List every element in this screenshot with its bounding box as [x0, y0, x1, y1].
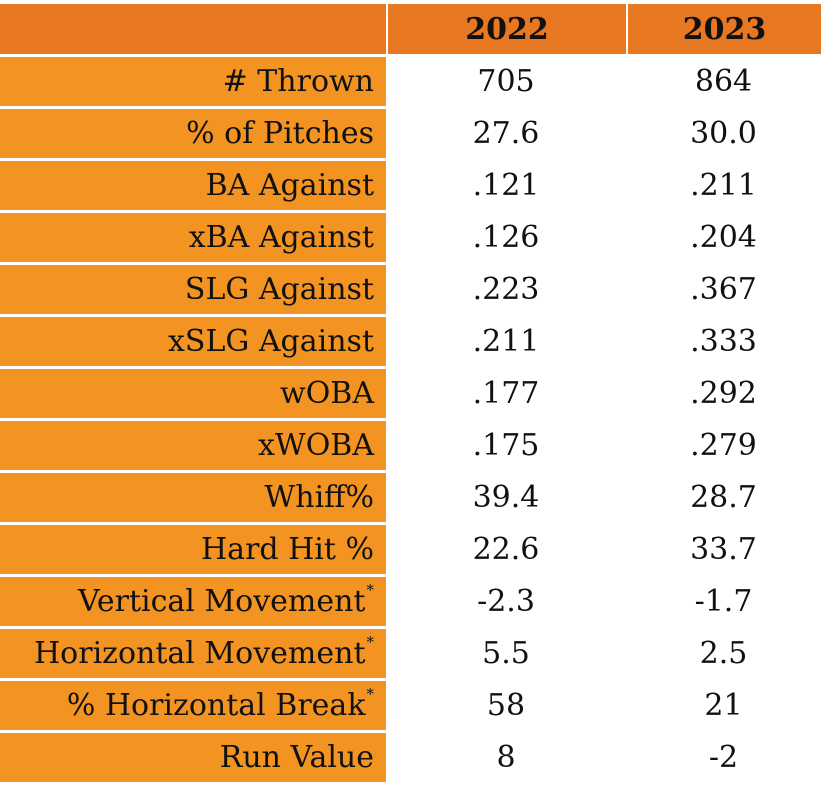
row-label: # Thrown [0, 57, 386, 106]
row-label: % Horizontal Break * [0, 681, 386, 730]
value-2022: 39.4 [386, 473, 626, 522]
value-2022: .177 [386, 369, 626, 418]
value-2023: 21 [626, 681, 821, 730]
table-row: xSLG Against .211.333 [0, 317, 821, 366]
table-row: Vertical Movement * -2.3 -1.7 [0, 577, 821, 626]
row-label-text: SLG Against [184, 272, 374, 307]
value-2023: -2 [626, 733, 821, 782]
value-2022: .223 [386, 265, 626, 314]
table-row: % Horizontal Break * 58 21 [0, 681, 821, 730]
row-label-text: xBA Against [188, 220, 374, 255]
value-2022: .211 [386, 317, 626, 366]
row-label: % of Pitches [0, 109, 386, 158]
value-2023: .292 [626, 369, 821, 418]
value-2022: 8 [386, 733, 626, 782]
value-2022: 5.5 [386, 629, 626, 678]
table-row: xWOBA .175.279 [0, 421, 821, 470]
table-row: Whiff% 39.4 28.7 [0, 473, 821, 522]
value-2023: 30.0 [626, 109, 821, 158]
row-label: SLG Against [0, 265, 386, 314]
row-label: xBA Against [0, 213, 386, 262]
row-label-text: # Thrown [222, 64, 374, 99]
row-label-text: Whiff% [264, 480, 374, 515]
row-label-text: xWOBA [257, 428, 374, 463]
table-row: wOBA .177.292 [0, 369, 821, 418]
value-2023: .367 [626, 265, 821, 314]
footnote-asterisk: * [366, 684, 375, 703]
value-2022: 27.6 [386, 109, 626, 158]
value-2023: .204 [626, 213, 821, 262]
table-row: % of Pitches 27.6 30.0 [0, 109, 821, 158]
header-2022: 2022 [386, 4, 626, 54]
value-2022: 58 [386, 681, 626, 730]
row-label: Horizontal Movement * [0, 629, 386, 678]
row-label: Vertical Movement * [0, 577, 386, 626]
row-label-text: wOBA [280, 376, 374, 411]
row-label: BA Against [0, 161, 386, 210]
table-row: # Thrown 705 864 [0, 57, 821, 106]
row-label: Whiff% [0, 473, 386, 522]
row-label-text: xSLG Against [167, 324, 374, 359]
row-label: wOBA [0, 369, 386, 418]
value-2023: 28.7 [626, 473, 821, 522]
header-corner-cell [0, 4, 386, 54]
value-2022: 22.6 [386, 525, 626, 574]
value-2022: -2.3 [386, 577, 626, 626]
row-label-text: Hard Hit % [201, 532, 374, 567]
value-2022: .121 [386, 161, 626, 210]
row-label-text: % Horizontal Break [66, 688, 366, 723]
row-label: Hard Hit % [0, 525, 386, 574]
row-label: xWOBA [0, 421, 386, 470]
header-2023: 2023 [626, 4, 821, 54]
row-label: Run Value [0, 733, 386, 782]
row-label-text: Vertical Movement [77, 584, 366, 619]
table-row: Horizontal Movement * 5.5 2.5 [0, 629, 821, 678]
value-2023: .279 [626, 421, 821, 470]
value-2022: 705 [386, 57, 626, 106]
table-row: Run Value 8 -2 [0, 733, 821, 782]
table-row: xBA Against .126.204 [0, 213, 821, 262]
value-2023: .211 [626, 161, 821, 210]
row-label-text: BA Against [205, 168, 374, 203]
value-2022: .126 [386, 213, 626, 262]
row-label: xSLG Against [0, 317, 386, 366]
value-2023: 2.5 [626, 629, 821, 678]
row-label-text: Run Value [219, 740, 374, 775]
value-2023: -1.7 [626, 577, 821, 626]
table-row: BA Against .121.211 [0, 161, 821, 210]
table-row: Hard Hit % 22.6 33.7 [0, 525, 821, 574]
value-2023: 864 [626, 57, 821, 106]
footnote-asterisk: * [366, 632, 375, 651]
value-2023: .333 [626, 317, 821, 366]
table-row: SLG Against .223.367 [0, 265, 821, 314]
header-row: 2022 2023 [0, 4, 821, 54]
row-label-text: Horizontal Movement [34, 636, 366, 671]
row-label-text: % of Pitches [186, 116, 374, 151]
value-2023: 33.7 [626, 525, 821, 574]
value-2022: .175 [386, 421, 626, 470]
footnote-asterisk: * [366, 580, 375, 599]
